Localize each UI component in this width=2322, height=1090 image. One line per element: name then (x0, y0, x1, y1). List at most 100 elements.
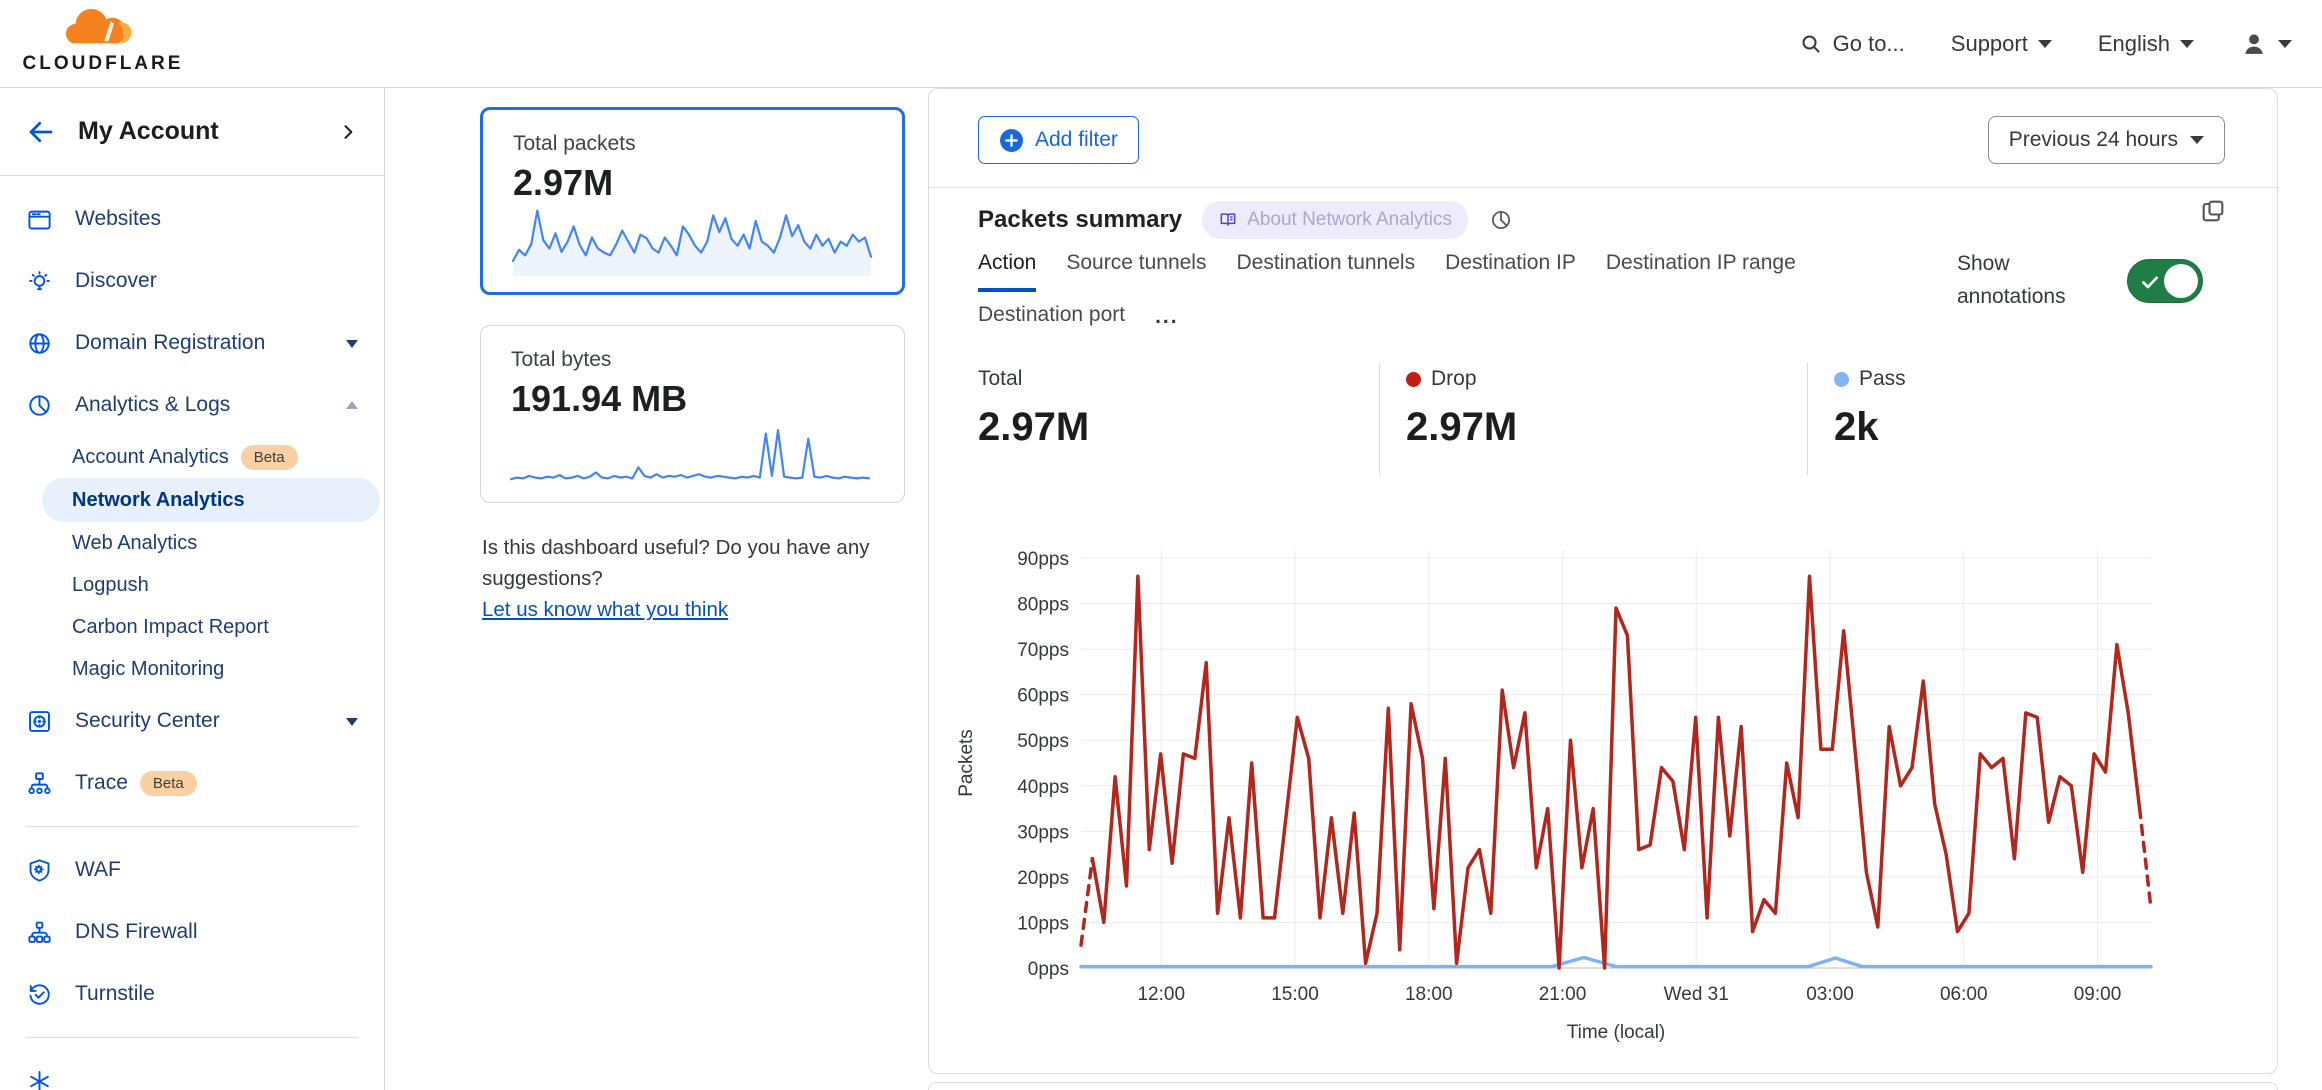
sidebar-item-magic-monitoring[interactable]: Magic Monitoring (0, 648, 384, 690)
drop-dot (1406, 371, 1421, 387)
drop-series-line (1090, 574, 2142, 970)
book-icon (1220, 213, 1236, 226)
sidebar-item-label: DNS Firewall (75, 920, 198, 943)
sidebar-item-label: Analytics & Logs (75, 393, 231, 416)
sidebar-item-turnstile[interactable]: Turnstile (0, 963, 384, 1025)
sidebar-item-security-center[interactable]: Security Center (0, 690, 384, 752)
sidebar-item-dns-firewall[interactable]: DNS Firewall (0, 901, 384, 963)
svg-text:20pps: 20pps (1017, 868, 1069, 889)
support-menu[interactable]: Support (1951, 31, 2052, 57)
sidebar-item-websites[interactable]: Websites (0, 188, 384, 250)
packets-chart: 0pps 10pps 20pps 30pps 40pps 50pps 60pps 70pps 8… (956, 549, 2153, 1043)
goto-search[interactable]: Go to... (1799, 31, 1905, 57)
sidebar-item-label: Account Analytics (72, 445, 229, 468)
search-icon (1802, 35, 1820, 53)
stat-value: 2k (1834, 405, 1879, 449)
sidebar-item-label: Security Center (75, 709, 220, 732)
svg-text:Wed 31: Wed 31 (1664, 984, 1729, 1005)
cloudflare-logo[interactable]: CLOUDFLARE (18, 6, 188, 75)
sidebar-item-label: Carbon Impact Report (72, 615, 269, 638)
sidebar-item-web-analytics[interactable]: Web Analytics (0, 522, 384, 564)
show-annotations-label: Show annotations (1957, 252, 2066, 308)
card-value: 2.97M (513, 162, 614, 203)
packets-summary-panel: Add filter Previous 24 hours Packets sum… (928, 88, 2278, 1074)
beta-badge: Beta (240, 444, 298, 470)
stat-value: 2.97M (1406, 405, 1518, 449)
stats-divider (1807, 363, 1808, 475)
language-menu[interactable]: English (2098, 31, 2194, 57)
svg-text:Time (local): Time (local) (1567, 1022, 1666, 1043)
tab-destination-tunnels[interactable]: Destination tunnels (1236, 251, 1416, 274)
feedback-block: Is this dashboard useful? Do you have an… (482, 532, 930, 625)
sidebar-item-carbon-impact-report[interactable]: Carbon Impact Report (0, 606, 384, 648)
sidebar-item-label: Logpush (72, 573, 149, 596)
feedback-link[interactable]: Let us know what you think (482, 598, 729, 621)
sidebar-item-label: WAF (75, 858, 121, 881)
about-badge-label: About Network Analytics (1247, 209, 1453, 230)
sidebar-item-analytics-logs[interactable]: Analytics & Logs (0, 374, 384, 436)
svg-text:12:00: 12:00 (1137, 984, 1185, 1005)
beta-badge: Beta (139, 770, 197, 796)
tab-destination-ip[interactable]: Destination IP (1445, 251, 1576, 274)
sidebar-item-waf[interactable]: WAF (0, 839, 384, 901)
stat-pass: Pass 2k (1834, 367, 1906, 450)
globe-icon (26, 330, 53, 357)
user-icon (2245, 34, 2263, 54)
sidebar-item-sparkle[interactable] (0, 1050, 384, 1090)
brand-text: CLOUDFLARE (22, 53, 184, 74)
stat-drop: Drop 2.97M (1406, 367, 1517, 450)
svg-text:15:00: 15:00 (1271, 984, 1319, 1005)
chevron-down-icon (2278, 40, 2292, 55)
sidebar-item-account-analytics[interactable]: Account Analytics Beta (0, 436, 384, 478)
about-network-analytics-badge[interactable]: About Network Analytics (1202, 201, 1469, 239)
pass-series-line (1079, 955, 2153, 969)
sidebar-item-label: Domain Registration (75, 331, 266, 354)
sidebar-item-label: Magic Monitoring (72, 657, 225, 680)
chevron-down-icon (2190, 136, 2204, 151)
show-annotations-toggle[interactable] (2127, 259, 2203, 303)
card-value: 191.94 MB (511, 378, 688, 419)
account-switcher[interactable]: My Account (0, 88, 384, 176)
sidebar-item-network-analytics[interactable]: Network Analytics (42, 478, 380, 522)
tab-source-tunnels[interactable]: Source tunnels (1066, 251, 1207, 274)
sidebar-divider (26, 826, 358, 827)
card-title: Total packets (513, 132, 636, 155)
tab-destination-ip-range[interactable]: Destination IP range (1605, 251, 1796, 274)
svg-text:Packets: Packets (956, 729, 977, 797)
svg-text:06:00: 06:00 (1940, 984, 1988, 1005)
time-range-dropdown[interactable]: Previous 24 hours (1987, 116, 2225, 164)
svg-text:18:00: 18:00 (1405, 984, 1453, 1005)
svg-text:03:00: 03:00 (1806, 984, 1854, 1005)
chevron-down-icon (2037, 40, 2052, 55)
tab-destination-port[interactable]: Destination port (978, 303, 1126, 326)
plus-circle-icon (1000, 128, 1023, 152)
language-label: English (2097, 31, 2170, 56)
user-menu[interactable] (2240, 30, 2292, 58)
svg-text:60pps: 60pps (1017, 686, 1069, 707)
sidebar-item-domain-registration[interactable]: Domain Registration (0, 312, 384, 374)
more-tabs-icon[interactable]: ... (1155, 305, 1179, 328)
sidebar-item-label: Web Analytics (72, 531, 198, 554)
rotate-check-icon (26, 981, 53, 1008)
chevron-right-icon[interactable] (338, 122, 358, 142)
sidebar-item-trace[interactable]: Trace Beta (0, 752, 384, 814)
sidebar-item-logpush[interactable]: Logpush (0, 564, 384, 606)
pass-dot (1834, 371, 1849, 387)
total-packets-card[interactable]: Total packets 2.97M (480, 107, 905, 295)
pie-chart-icon[interactable] (1488, 207, 1514, 233)
lightbulb-icon (26, 268, 53, 295)
stat-label: Total (978, 367, 1023, 390)
add-filter-button[interactable]: Add filter (978, 116, 1139, 164)
cloudflare-cloud-icon (65, 8, 132, 44)
time-range-label: Previous 24 hours (2008, 128, 2178, 151)
sidebar-item-discover[interactable]: Discover (0, 250, 384, 312)
shield-gear-icon (26, 857, 53, 884)
stats-divider (1379, 363, 1380, 475)
back-arrow-icon[interactable] (26, 117, 56, 147)
svg-text:0pps: 0pps (1028, 959, 1069, 980)
sidebar-divider (26, 1037, 358, 1038)
expand-panel-icon[interactable] (2199, 197, 2227, 225)
tab-action[interactable]: Action (978, 251, 1037, 292)
total-bytes-card[interactable]: Total bytes 191.94 MB (480, 325, 905, 503)
sidebar-item-label: Turnstile (75, 982, 155, 1005)
